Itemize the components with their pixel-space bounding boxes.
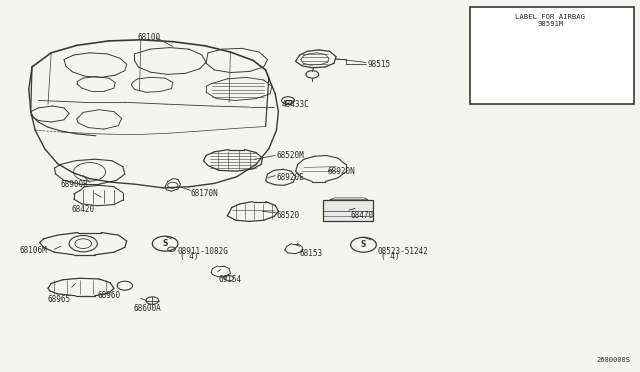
Text: S: S [361, 240, 366, 249]
Text: 68420: 68420 [72, 205, 95, 214]
Text: LABEL FOR AIRBAG: LABEL FOR AIRBAG [515, 14, 586, 20]
Text: 2680000S: 2680000S [596, 357, 630, 363]
Text: 68520M: 68520M [276, 151, 304, 160]
Text: 68965: 68965 [48, 295, 71, 304]
Text: 68600A: 68600A [133, 304, 161, 312]
Text: S: S [163, 239, 168, 248]
Text: 48433C: 48433C [282, 100, 309, 109]
Text: 08523-51242: 08523-51242 [378, 247, 428, 256]
Text: 68520: 68520 [276, 211, 300, 220]
Text: 68153: 68153 [300, 249, 323, 258]
Text: 68106M: 68106M [19, 246, 47, 255]
Text: 68960: 68960 [97, 291, 120, 300]
FancyBboxPatch shape [323, 200, 373, 221]
Text: ( 4): ( 4) [381, 252, 400, 261]
Text: ( 4): ( 4) [180, 252, 199, 261]
Text: 68470: 68470 [351, 211, 374, 220]
Text: 68100: 68100 [138, 33, 161, 42]
Text: 68920E: 68920E [276, 173, 304, 182]
Text: 69154: 69154 [219, 275, 242, 284]
Text: 08911-1082G: 08911-1082G [178, 247, 228, 256]
Text: 98591M: 98591M [537, 21, 564, 27]
Text: 68920N: 68920N [328, 167, 355, 176]
Text: 68170N: 68170N [191, 189, 218, 198]
Text: 98515: 98515 [368, 60, 391, 69]
Bar [470, 7, 634, 104]
Text: 68900B: 68900B [61, 180, 88, 189]
